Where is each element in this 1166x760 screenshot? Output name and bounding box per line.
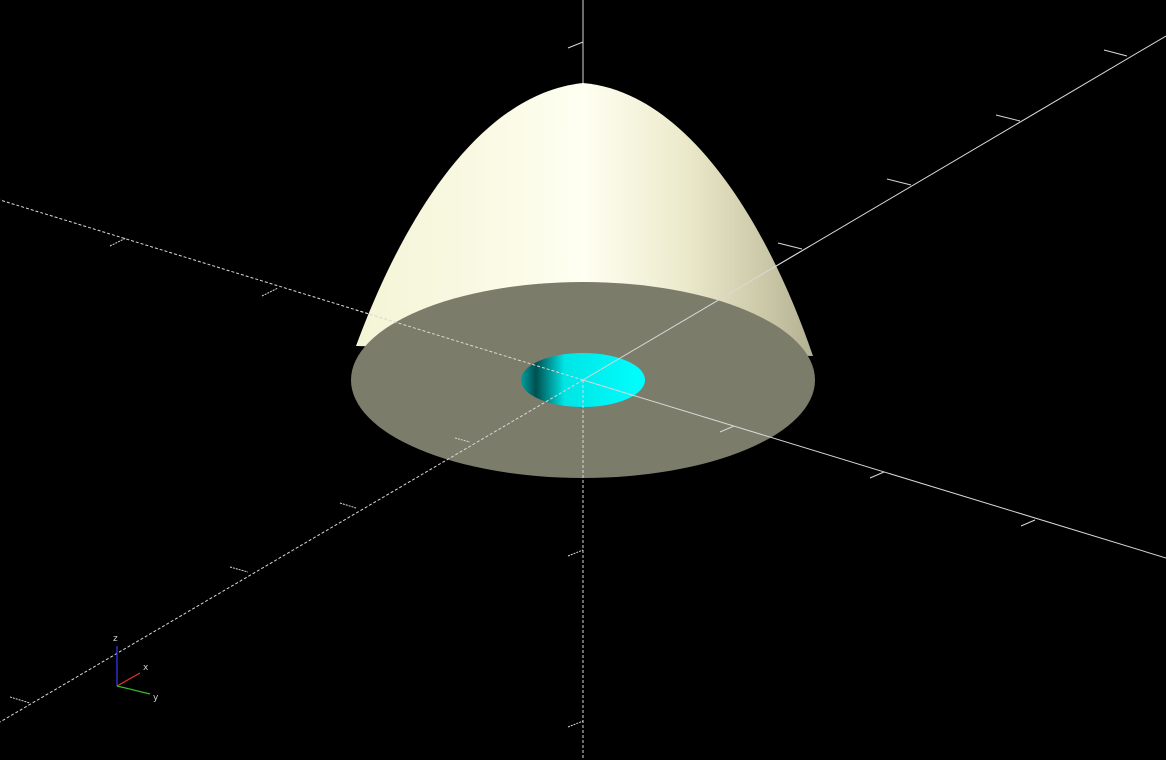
indicator-y-axis [116,685,151,695]
indicator-x-label: x [143,663,149,673]
indicator-y-label: y [153,693,159,703]
paraboloid-model[interactable] [351,83,815,478]
z-axis-ticks [567,41,584,49]
x-axis-negative-ticks [109,237,279,297]
indicator-z-label: z [113,634,118,644]
y-axis-negative [0,379,584,723]
indicator-x-axis [116,672,141,687]
paraboloid-surface [356,83,813,356]
y-axis-positive [582,379,1166,559]
z-axis-negative-ticks [567,549,584,728]
axes-front [0,245,1166,760]
y-axis-ticks [719,425,1036,527]
y-axis-negative-ticks [9,437,471,704]
x-axis-ticks [777,49,1128,250]
axis-indicator: z x y [113,634,159,703]
